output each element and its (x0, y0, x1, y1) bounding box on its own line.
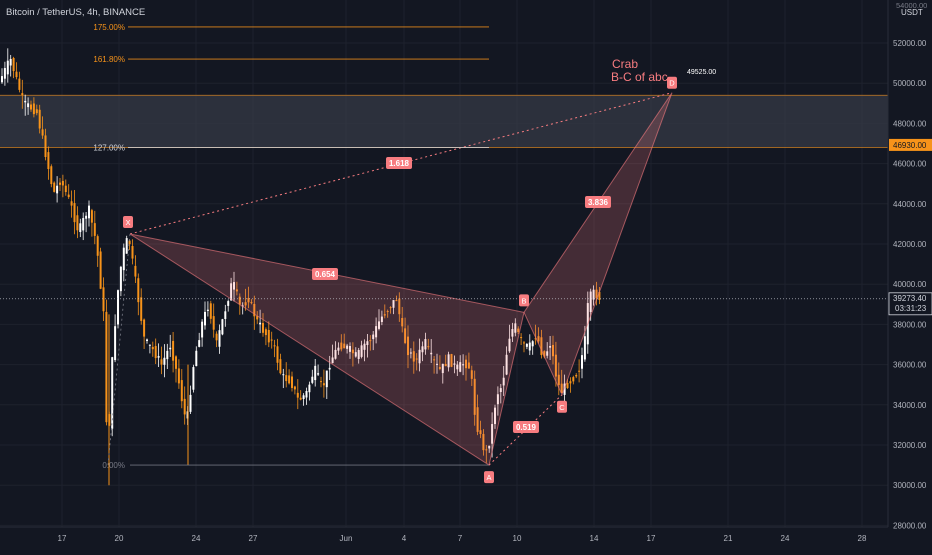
ratio-badges: 0.654 0.519 3.836 1.618 (312, 157, 611, 433)
fib-extension[interactable]: 175.00% 161.80% 127.00% 0.00% (93, 23, 489, 470)
time-tick: 27 (249, 534, 258, 543)
fib-level-label: 175.00% (93, 23, 125, 32)
price-tick: 36000.00 (893, 361, 927, 370)
time-tick: 24 (781, 534, 790, 543)
time-tick: Jun (340, 534, 353, 543)
fib-level-label: 127.00% (93, 144, 125, 153)
price-tick: 42000.00 (893, 240, 927, 249)
price-tick: 34000.00 (893, 401, 927, 410)
time-tick: 21 (724, 534, 733, 543)
time-tick: 24 (192, 534, 201, 543)
time-tick: 4 (402, 534, 407, 543)
price-axis[interactable]: 54000.00 USDT 52000.00 50000.00 48000.00 46… (893, 1, 927, 530)
price-tick: 32000.00 (893, 441, 927, 450)
price-tick: 38000.00 (893, 320, 927, 329)
fib-level-label: 161.80% (93, 55, 125, 64)
price-tick: 52000.00 (893, 39, 927, 48)
pattern-point-d: D (669, 79, 675, 88)
price-tick: 40000.00 (893, 280, 927, 289)
symbol-title[interactable]: Bitcoin / TetherUS, 4h, BINANCE (6, 7, 145, 18)
bar-countdown-label: 03:31:23 (895, 304, 927, 313)
last-price-badge (888, 292, 932, 316)
pattern-point-badges[interactable]: X A B C D (123, 76, 677, 484)
time-axis[interactable]: 17 20 24 27 Jun 4 7 10 14 17 21 24 28 (58, 534, 867, 543)
price-tick: 44000.00 (893, 200, 927, 209)
pattern-name-label: Crab (612, 57, 638, 71)
price-tick: 48000.00 (893, 119, 927, 128)
d-point-value: 49525.00 (687, 69, 716, 76)
price-tick-top: 54000.00 (896, 1, 927, 10)
price-tick: 46000.00 (893, 160, 927, 169)
level-price-label: 46930.00 (893, 141, 927, 150)
price-tick: 30000.00 (893, 481, 927, 490)
ratio-label: 0.654 (315, 270, 336, 279)
time-tick: 14 (590, 534, 599, 543)
time-tick: 10 (513, 534, 522, 543)
pattern-point-a: A (486, 473, 491, 482)
last-price-label: 39273.40 (893, 294, 927, 303)
price-tick: 28000.00 (893, 521, 927, 530)
ratio-label: 0.519 (516, 423, 537, 432)
price-tick: 50000.00 (893, 79, 927, 88)
pattern-point-c: C (559, 403, 565, 412)
currency-label[interactable]: USDT (901, 8, 923, 17)
ratio-label: 1.618 (389, 159, 410, 168)
pattern-subtitle-label: B-C of abc (611, 70, 668, 84)
time-tick: 17 (647, 534, 656, 543)
pattern-point-x: X (125, 218, 130, 227)
resistance-zone[interactable] (0, 95, 888, 148)
time-tick: 20 (115, 534, 124, 543)
pattern-point-b: B (521, 296, 526, 305)
time-tick: 28 (858, 534, 867, 543)
time-tick: 17 (58, 534, 67, 543)
time-tick: 7 (458, 534, 463, 543)
level-price-badge (889, 138, 932, 151)
grid-lines (0, 0, 888, 527)
fib-level-label: 0.00% (102, 461, 125, 470)
ratio-label: 3.836 (588, 198, 609, 207)
